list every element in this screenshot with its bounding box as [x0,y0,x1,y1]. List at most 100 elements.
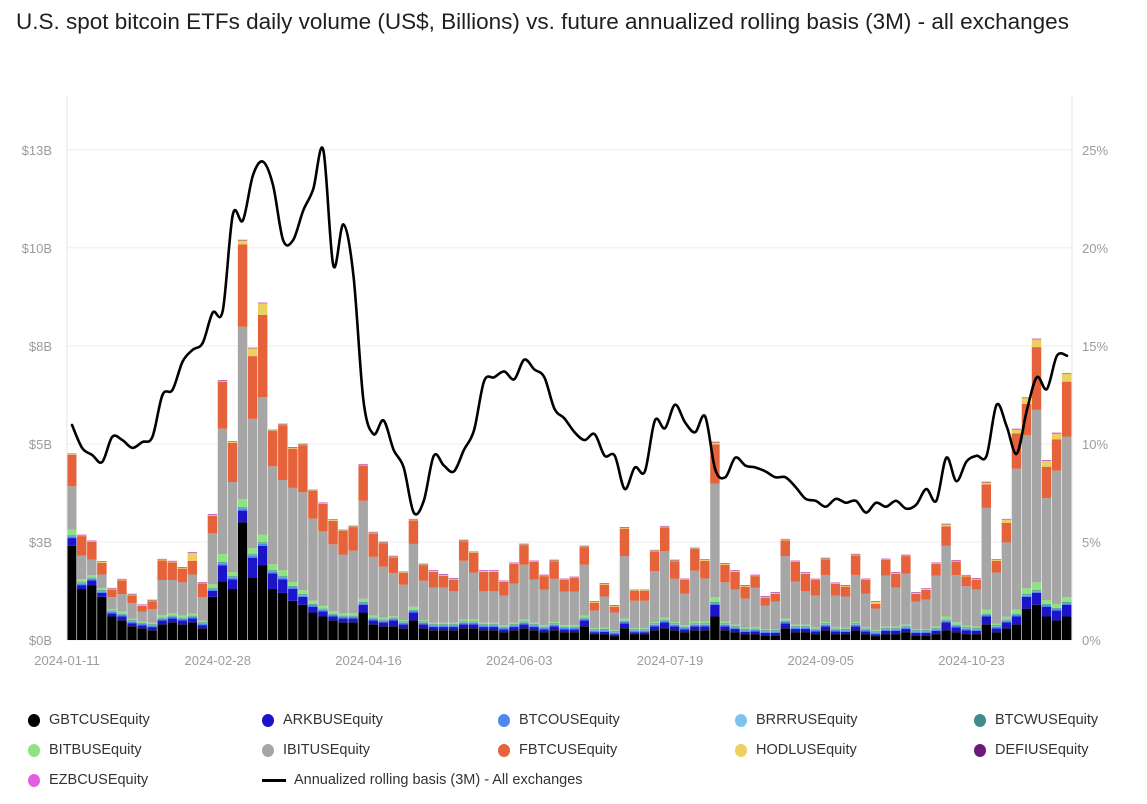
bar-segment-hodlusequity [720,563,730,565]
bar-stack [97,561,107,640]
bar-segment-btcwusequity [348,615,358,617]
bar-segment-btcousequity [298,595,308,597]
bar-segment-btcousequity [529,625,539,628]
bar-stack [167,560,177,640]
legend-item[interactable]: EZBCUSEquity [28,772,148,788]
legend-item[interactable]: BTCOUSEquity [498,712,620,728]
bar-segment-btcwusequity [418,621,429,623]
bar-segment-ibitusequity [1001,542,1012,617]
bar-segment-ibitusequity [519,564,529,620]
bar-stack [268,429,278,640]
bar-segment-bitbusequity [780,618,790,621]
bar-segment-arkbusequity [760,632,770,636]
bar-segment-fbtcusequity [589,602,600,611]
bar-segment-btcwusequity [1021,594,1032,595]
bar-segment-fbtcusequity [921,589,931,600]
bar-stack [830,582,841,640]
bar-stack [720,563,730,640]
bar-segment-hodlusequity [529,561,539,562]
bar-segment-bitbusequity [790,624,801,627]
bar-segment-btcousequity [157,618,167,621]
bar-segment-arkbusequity [167,618,177,623]
bar-segment-hodlusequity [247,348,258,357]
bar-segment-btcousequity [830,629,841,632]
bar-stack [499,580,509,640]
bar-segment-ibitusequity [308,518,318,601]
bar-stack [157,558,167,640]
legend-item[interactable]: FBTCUSEquity [498,742,617,758]
legend-item[interactable]: BTCWUSEquity [974,712,1098,728]
y-right-tick-label: 15% [1082,339,1108,354]
legend-label: Annualized rolling basis (3M) - All exch… [294,772,583,788]
bar-segment-hodlusequity [609,605,620,607]
bar-segment-arkbusequity [871,634,881,637]
bar-segment-gbtcusequity [318,616,328,640]
bar-segment-btcwusequity [368,617,378,619]
bar-segment-btcousequity [911,631,921,633]
bar-segment-btcwusequity [569,626,579,628]
bar-segment-gbtcusequity [529,630,539,640]
bar-segment-ibitusequity [971,589,981,627]
bar-stack [247,347,258,640]
bar-segment-bitbusequity [840,627,851,630]
bar-stack [418,563,429,640]
bar-segment-fbtcusequity [247,356,258,419]
legend-item[interactable]: BITBUSEquity [28,742,142,758]
bar-segment-ibitusequity [448,591,459,623]
bar-segment-bitbusequity [207,584,218,589]
bar-segment-ibitusequity [97,574,107,589]
bar-segment-bitbusequity [177,615,187,618]
bar-segment-ibitusequity [217,428,228,555]
bar-segment-bitbusequity [830,627,841,629]
bar-segment-gbtcusequity [418,628,429,640]
legend-item[interactable]: Annualized rolling basis (3M) - All exch… [262,772,583,788]
bar-stack [438,574,449,640]
bar-segment-fbtcusequity [780,540,790,557]
bar-segment-btcousequity [609,632,620,635]
bar-segment-btcousequity [348,616,358,619]
bar-segment-bitbusequity [810,627,821,629]
bar-segment-ibitusequity [810,595,821,628]
bar-segment-bitbusequity [991,623,1002,626]
bar-segment-hodlusequity [670,560,680,562]
bar-segment-hodlusequity [67,454,77,455]
y-left-tick-label: $8B [29,339,52,354]
bar-stack [1001,518,1012,640]
bar-segment-fbtcusequity [428,571,439,588]
bar-stack [257,302,268,640]
bar-segment-bitbusequity [710,597,720,602]
bar-segment-gbtcusequity [177,624,187,640]
bar-segment-arkbusequity [710,604,720,617]
bar-segment-fbtcusequity [1001,522,1012,543]
bar-segment-hodlusequity [338,530,348,531]
bar-segment-btcwusequity [519,621,529,623]
bar-segment-btcwusequity [268,570,278,571]
legend-item[interactable]: IBITUSEquity [262,742,370,758]
bar-stack [378,541,388,640]
bar-segment-ibitusequity [177,582,187,616]
legend-item[interactable]: HODLUSEquity [735,742,857,758]
bar-segment-hodlusequity [328,520,338,521]
legend-item[interactable]: BRRRUSEquity [735,712,858,728]
bar-segment-ibitusequity [398,584,409,621]
bar-segment-btcwusequity [358,601,368,603]
bar-segment-ibitusequity [599,596,610,628]
bar-segment-btcousequity [368,618,378,621]
bar-segment-fbtcusequity [629,590,640,601]
legend-item[interactable]: DEFIUSEquity [974,742,1088,758]
axes: $0B $3B $5B $8B $10B $13B 0% 5% 10% 15% 20% 25% 2024… [22,95,1108,668]
bar-segment-arkbusequity [268,573,278,590]
bar-segment-hodlusequity [549,560,559,562]
bar-segment-bitbusequity [891,626,901,629]
bar-stack [509,562,519,640]
bar-segment-btcwusequity [670,623,680,625]
legend-item[interactable]: GBTCUSEquity [28,712,150,728]
bar-segment-fbtcusequity [1051,439,1062,471]
bar-segment-btcwusequity [67,535,77,537]
bar-segment-arkbusequity [649,626,660,631]
bar-segment-hodlusequity [358,464,368,466]
bar-segment-ibitusequity [479,591,489,623]
bar-segment-gbtcusequity [328,620,338,640]
bar-segment-bitbusequity [428,622,439,625]
legend-item[interactable]: ARKBUSEquity [262,712,383,728]
